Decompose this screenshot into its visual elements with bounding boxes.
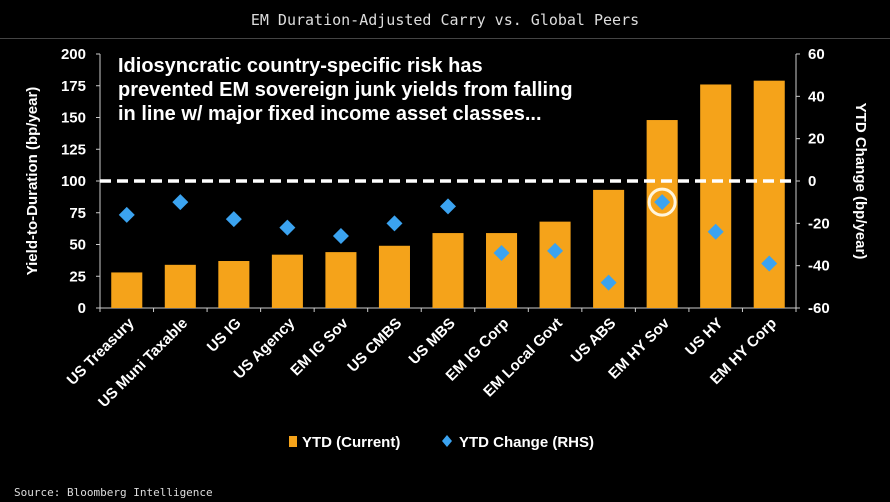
source-note: Source: Bloomberg Intelligence — [14, 486, 213, 499]
diamond-em-hy-corp — [761, 255, 778, 272]
diamond-em-ig-sov — [332, 228, 349, 245]
highlight-circle — [647, 187, 677, 217]
left-tick-label: 150 — [61, 110, 86, 127]
bar-em-ig-corp — [486, 233, 518, 308]
category-label: EM IG Sov — [287, 314, 352, 379]
chart-title: EM Duration-Adjusted Carry vs. Global Pe… — [0, 0, 890, 39]
diamond-em-hy-sov — [654, 194, 671, 211]
left-tick-label: 175 — [61, 78, 86, 95]
diamond-us-agency — [279, 219, 296, 236]
bar-us-cmbs — [378, 245, 410, 308]
category-label: US IG — [204, 315, 245, 356]
bar-us-ig — [218, 261, 250, 308]
legend-diamond-label: YTD Change (RHS) — [459, 434, 594, 451]
legend-bar-label: YTD (Current) — [302, 434, 400, 451]
category-label: US Muni Taxable — [95, 315, 191, 411]
bar-us-agency — [271, 254, 303, 308]
diamond-em-ig-corp — [493, 244, 510, 261]
bar-em-hy-corp — [753, 80, 785, 308]
diamond-us-hy — [707, 223, 724, 240]
left-tick-label: 0 — [78, 300, 86, 317]
bar-us-mbs — [432, 233, 464, 308]
diamond-us-ig — [225, 211, 242, 228]
right-tick-label: 20 — [808, 131, 825, 148]
category-label: US MBS — [406, 315, 459, 368]
annotation-line: in line w/ major fixed income asset clas… — [118, 103, 542, 125]
legend-diamond-swatch — [442, 435, 452, 447]
annotation-line: Idiosyncratic country-specific risk has — [118, 55, 483, 77]
diamond-us-mbs — [440, 198, 456, 215]
diamond-us-abs — [600, 274, 617, 291]
bar-em-local-govt — [539, 221, 571, 308]
diamond-em-local-govt — [547, 242, 564, 259]
category-label: US HY — [682, 315, 726, 359]
right-axis-title: YTD Change (bp/year) — [852, 103, 869, 260]
left-axis-title: Yield-to-Duration (bp/year) — [24, 87, 41, 276]
right-tick-label: -60 — [808, 300, 830, 317]
left-tick-label: 200 — [61, 46, 86, 63]
bar-us-muni-taxable — [164, 264, 196, 308]
bar-em-ig-sov — [325, 252, 357, 308]
right-tick-label: -40 — [808, 258, 830, 275]
right-tick-label: -20 — [808, 215, 830, 232]
diamond-us-cmbs — [386, 215, 403, 232]
annotation-line: prevented EM sovereign junk yields from … — [118, 79, 573, 101]
diamond-us-treasury — [118, 206, 135, 223]
category-label: US CMBS — [344, 315, 405, 376]
left-tick-label: 25 — [69, 268, 86, 285]
left-tick-label: 50 — [69, 237, 86, 254]
bar-us-hy — [700, 84, 732, 308]
left-tick-label: 75 — [69, 205, 86, 222]
right-tick-label: 40 — [808, 88, 825, 105]
diamond-us-muni-taxable — [172, 194, 189, 211]
left-tick-label: 125 — [61, 141, 86, 158]
right-tick-label: 0 — [808, 173, 816, 190]
right-tick-label: 60 — [808, 46, 825, 63]
category-label: US ABS — [568, 315, 620, 367]
bar-us-treasury — [111, 272, 143, 308]
legend-bar-swatch — [289, 436, 297, 447]
left-tick-label: 100 — [61, 173, 86, 190]
